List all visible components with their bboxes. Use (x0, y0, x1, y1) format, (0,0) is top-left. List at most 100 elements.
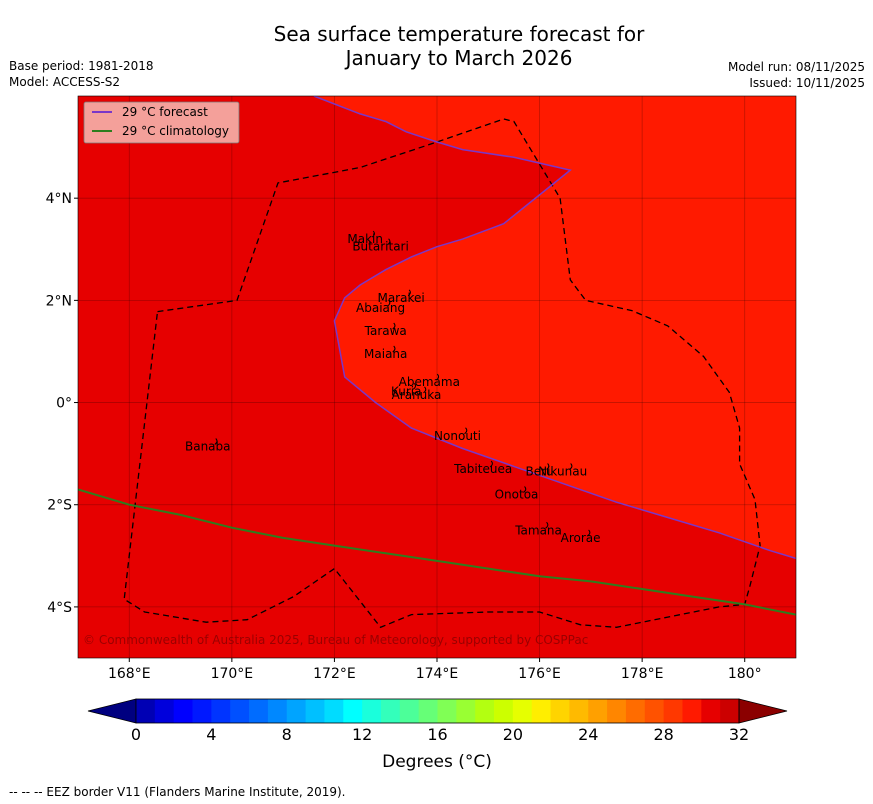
colorbar (87, 698, 788, 724)
x-tick-label: 180° (728, 666, 762, 682)
colorbar-tick-label: 24 (578, 725, 599, 744)
legend-forecast-label: 29 °C forecast (122, 105, 208, 119)
meta-right: Model run: 08/11/2025 Issued: 10/11/2025 (728, 59, 865, 91)
colorbar-bin (399, 699, 420, 723)
island-outline (387, 238, 391, 246)
place-label: Aranuka (392, 388, 442, 402)
colorbar-frame (135, 698, 740, 724)
colorbar-bin (230, 699, 250, 723)
place-label: Tamana (514, 523, 562, 537)
y-tick-label: 4°S (47, 600, 72, 616)
colorbar-bin (456, 699, 476, 723)
place-label: Maiana (364, 347, 407, 361)
place-label: Butaritari (352, 240, 409, 254)
colorbar-bin (512, 699, 533, 723)
y-tick-label: 0° (56, 396, 72, 412)
colorbar-tick-label: 20 (502, 725, 524, 744)
colorbar-bin (173, 699, 193, 723)
island-outline (546, 463, 550, 470)
y-tick-label: 4°N (46, 191, 72, 207)
colorbar-bin (249, 699, 269, 723)
place-label: Abaiang (356, 301, 405, 315)
x-tick-label: 170°E (211, 666, 254, 682)
chart-title: Sea surface temperature forecast for Jan… (0, 22, 873, 70)
place-label: Makin (347, 232, 383, 246)
forecast-contour (313, 96, 796, 560)
colorbar-bin (380, 699, 401, 723)
colorbar-tick-label: 8 (281, 725, 292, 744)
x-tick-label: 176°E (518, 666, 561, 682)
colorbar-over-extension (738, 698, 788, 724)
colorbar-tick-label: 16 (427, 725, 448, 744)
place-label: Onotoa (495, 488, 539, 502)
colorbar-bin (305, 699, 325, 723)
grid-lines (78, 96, 796, 658)
meta-left: Base period: 1981-2018 Model: ACCESS-S2 (9, 58, 154, 90)
x-axis: 168°E 170°E 172°E 174°E 176°E 178°E 180° (108, 658, 762, 682)
island-outline (392, 322, 396, 330)
colorbar-tick-label: 12 (351, 725, 373, 744)
colorbar-bin (625, 699, 646, 723)
footer-note: -- -- -- EEZ border V11 (Flanders Marine… (9, 785, 346, 799)
colorbar-bin (418, 699, 438, 723)
colorbar-bin (569, 699, 589, 723)
issued-date: Issued: 10/11/2025 (749, 76, 865, 90)
copyright-notice: © Commonwealth of Australia 2025, Bureau… (83, 633, 588, 647)
x-tick-label: 174°E (416, 666, 459, 682)
places-layer: MakinButaritariMarakeiAbaiangTarawaMaian… (185, 230, 601, 545)
model-run: Model run: 08/11/2025 (727, 60, 865, 74)
place-label: Kuria (391, 384, 422, 398)
place-label: Beru (525, 465, 553, 479)
island-outline (407, 289, 411, 297)
title-line-2: January to March 2026 (345, 46, 573, 70)
colorbar-tick-label: 28 (653, 725, 674, 744)
y-tick-label: 2°N (46, 293, 72, 309)
colorbar-bin (437, 699, 457, 723)
place-label: Nonouti (434, 429, 481, 443)
legend-box (83, 101, 240, 144)
legend: 29 °C forecast 29 °C climatology (83, 101, 240, 144)
colorbar-tick-label: 0 (130, 725, 142, 744)
colorbar-bin (154, 699, 175, 723)
colorbar-bin (663, 699, 683, 723)
island-outline (489, 460, 493, 468)
x-tick-label: 168°E (108, 666, 151, 682)
island-outline (423, 386, 427, 394)
place-label: Tarawa (364, 324, 407, 338)
island-outline (412, 382, 416, 390)
x-tick-label: 178°E (621, 666, 664, 682)
cool-region (78, 96, 796, 658)
colorbar-bin (494, 699, 514, 723)
colorbar-bin (682, 699, 702, 723)
y-tick-label: 2°S (47, 498, 72, 514)
colorbar-title: Degrees (°C) (382, 752, 492, 772)
colorbar-bin (720, 699, 740, 723)
colorbar-bin (343, 699, 363, 723)
colorbar-tick-label: 4 (206, 725, 217, 744)
place-label: Banaba (185, 439, 231, 453)
x-tick-label: 172°E (313, 666, 356, 682)
colorbar-bin (550, 699, 570, 723)
colorbar-bin (475, 699, 495, 723)
place-label: Abemama (399, 375, 460, 389)
colorbar-bin (324, 699, 344, 723)
colorbar-bin (588, 699, 608, 723)
island-outline (464, 427, 468, 435)
title-line-1: Sea surface temperature forecast for (273, 22, 645, 46)
island-outline (569, 463, 573, 470)
island-outline (392, 345, 396, 353)
place-label: Nikunau (538, 465, 587, 479)
y-axis: 4°N 2°N 0° 2°S 4°S (46, 191, 78, 616)
place-label: Arorae (561, 531, 601, 545)
colorbar-bin (211, 699, 231, 723)
island-outline (545, 521, 549, 529)
island-outline (435, 373, 440, 381)
colorbar-tick-label: 32 (728, 725, 750, 744)
model-name: Model: ACCESS-S2 (9, 75, 121, 89)
colorbar-bin (362, 699, 382, 723)
legend-climatology-label: 29 °C climatology (122, 124, 229, 138)
colorbar-bin (644, 699, 665, 723)
eez-border (123, 118, 761, 629)
colorbar-bin (701, 699, 721, 723)
colorbar-bin (286, 699, 306, 723)
